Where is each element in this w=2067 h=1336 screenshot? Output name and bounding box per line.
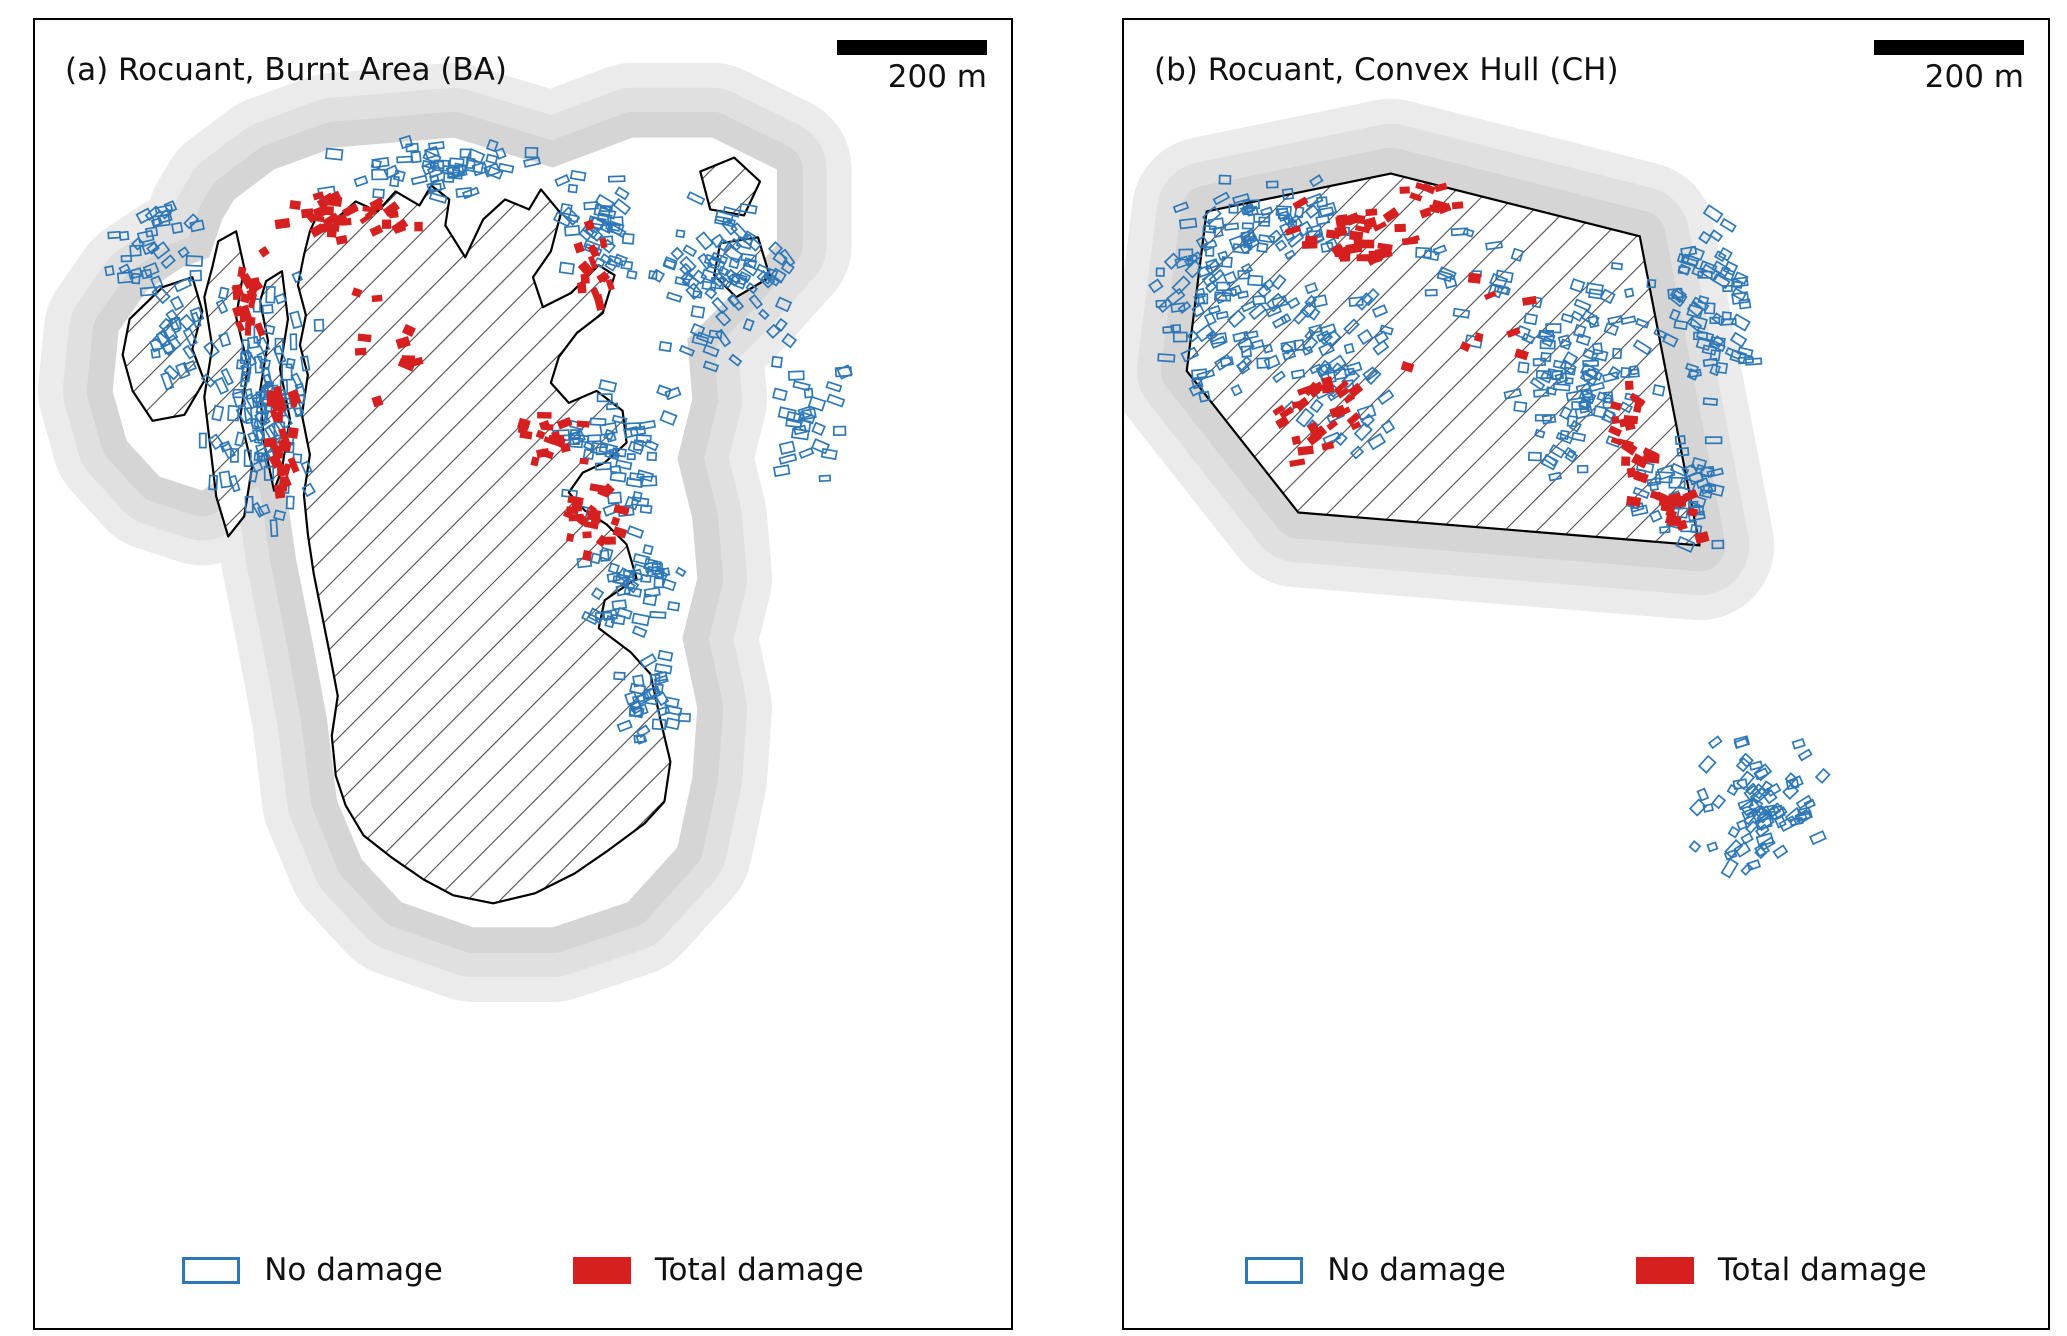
scale-bar: 200 m bbox=[1874, 40, 2024, 95]
legend-label-total-damage: Total damage bbox=[654, 1252, 864, 1288]
scale-bar-label: 200 m bbox=[1924, 59, 2024, 95]
legend-item-total-damage: Total damage bbox=[1635, 1252, 1927, 1288]
legend-item-total-damage: Total damage bbox=[572, 1252, 864, 1288]
scale-bar-label: 200 m bbox=[887, 59, 987, 95]
scale-bar: 200 m bbox=[837, 40, 987, 95]
legend: No damage Total damage bbox=[1124, 1252, 2048, 1288]
total-damage-swatch bbox=[572, 1256, 631, 1284]
panel-convex-hull: (b) Rocuant, Convex Hull (CH) 200 m No d… bbox=[1122, 18, 2050, 1330]
legend-label-total-damage: Total damage bbox=[1717, 1252, 1927, 1288]
scale-bar-line bbox=[837, 40, 987, 55]
no-damage-swatch bbox=[1245, 1256, 1304, 1284]
legend-label-no-damage: No damage bbox=[264, 1252, 443, 1288]
legend: No damage Total damage bbox=[35, 1252, 1011, 1288]
legend-item-no-damage: No damage bbox=[1245, 1252, 1506, 1288]
map-burnt-area bbox=[37, 62, 853, 1002]
total-damage-swatch bbox=[1635, 1256, 1694, 1284]
panel-title: (a) Rocuant, Burnt Area (BA) bbox=[65, 52, 507, 88]
panel-burnt-area: (a) Rocuant, Burnt Area (BA) 200 m No da… bbox=[33, 18, 1013, 1330]
scale-bar-line bbox=[1874, 40, 2024, 55]
legend-item-no-damage: No damage bbox=[182, 1252, 443, 1288]
no-damage-swatch bbox=[182, 1256, 241, 1284]
legend-label-no-damage: No damage bbox=[1327, 1252, 1506, 1288]
map-convex-hull bbox=[1124, 98, 1831, 879]
panel-title: (b) Rocuant, Convex Hull (CH) bbox=[1154, 52, 1619, 88]
